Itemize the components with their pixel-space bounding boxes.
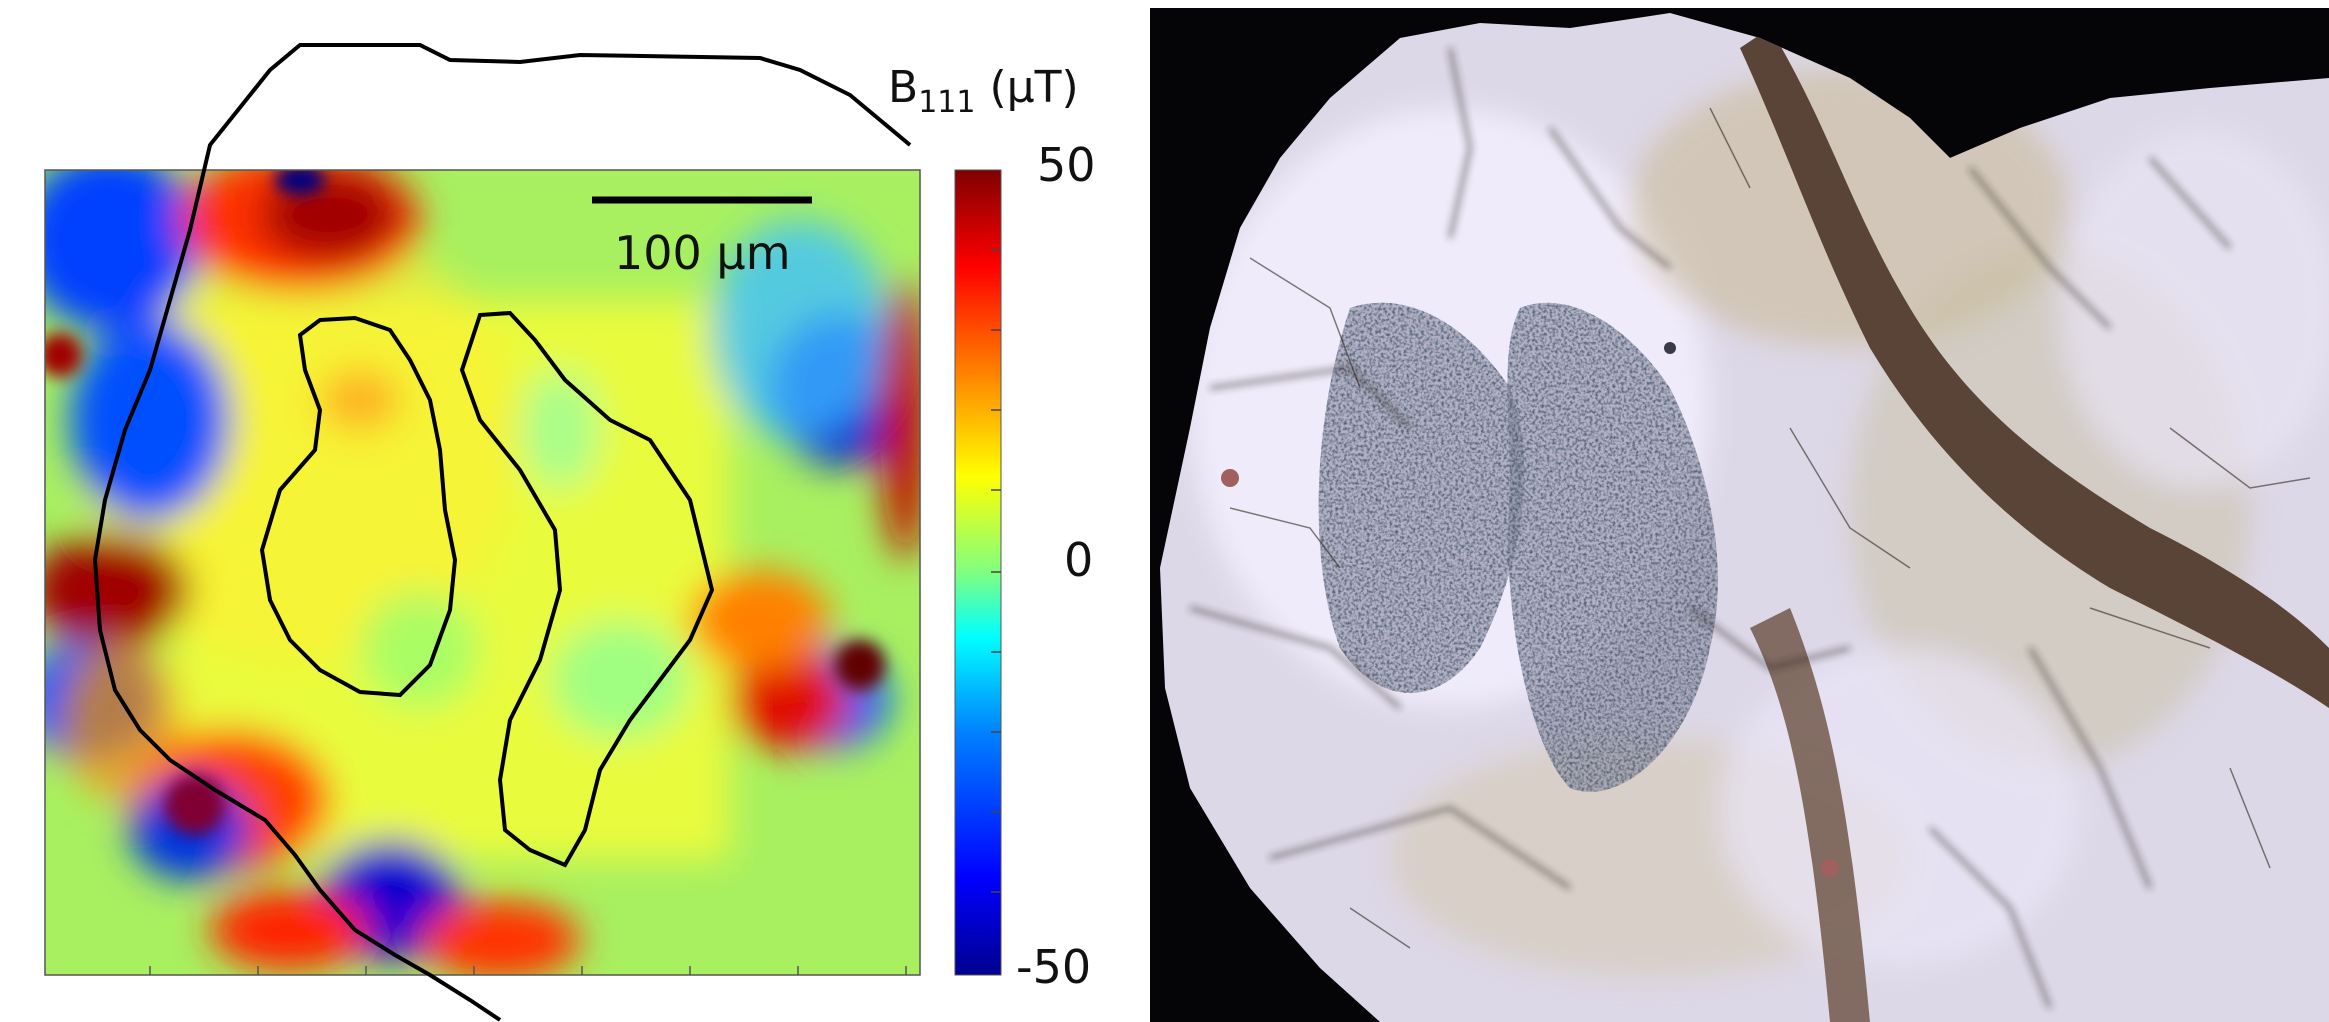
magnetic-field-map — [44, 43, 1002, 1022]
grain-outline — [92, 43, 912, 1022]
colorbar-tick-zero: 0 — [1064, 533, 1094, 587]
scale-bar-label: 100 μm — [614, 226, 791, 280]
colorbar-label: B111 (μT) — [888, 62, 1079, 120]
colorbar-ticks — [991, 249, 1001, 893]
photomicrograph — [1150, 8, 2329, 1022]
colorbar-tick-max: 50 — [1037, 138, 1096, 192]
colorbar-tick-min: -50 — [1016, 940, 1092, 994]
map-axis-ticks — [149, 966, 907, 975]
inclusion-outline-right — [459, 310, 715, 868]
magnetic-field-map-panel: B111 (μT) 50 0 -50 100 μm — [0, 0, 1140, 1022]
field-map-image — [45, 170, 920, 975]
inclusion-outline-left — [259, 315, 458, 698]
